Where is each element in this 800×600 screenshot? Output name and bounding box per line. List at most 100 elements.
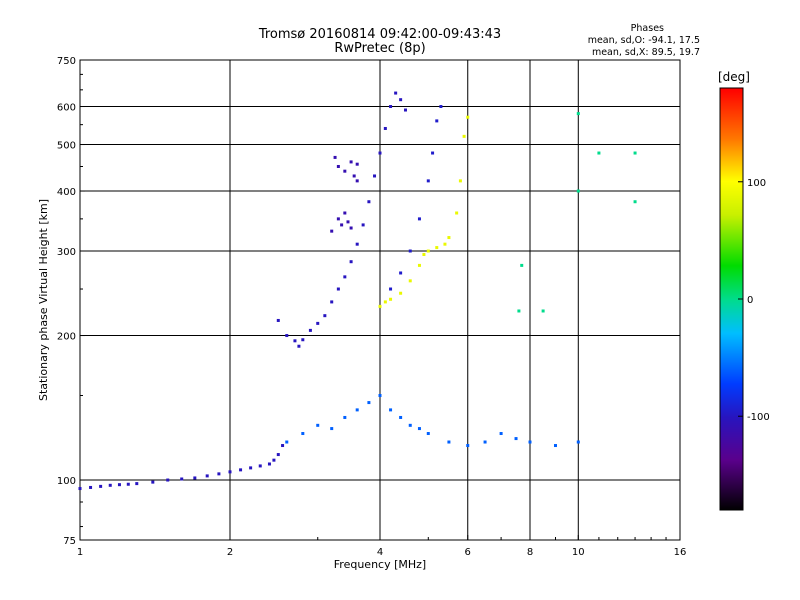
data-point <box>417 263 421 267</box>
data-point <box>389 297 393 301</box>
colorbar-band <box>720 422 743 424</box>
colorbar-band <box>720 241 743 243</box>
data-point <box>346 220 350 224</box>
data-point <box>447 236 451 240</box>
data-point <box>272 458 276 462</box>
colorbar-band <box>720 492 743 494</box>
colorbar-band <box>720 96 743 98</box>
colorbar-band <box>720 489 743 491</box>
colorbar-band <box>720 482 743 484</box>
colorbar-band <box>720 264 743 266</box>
colorbar-band <box>720 353 743 355</box>
data-point <box>249 466 253 470</box>
colorbar-band <box>720 133 743 135</box>
data-point <box>281 444 285 448</box>
colorbar-band <box>720 131 743 133</box>
data-point <box>447 440 451 444</box>
data-point <box>455 211 459 215</box>
data-point <box>422 253 426 257</box>
colorbar-band <box>720 88 743 90</box>
colorbar-band <box>720 126 743 128</box>
colorbar-band <box>720 101 743 103</box>
data-point <box>361 223 365 227</box>
colorbar-band <box>720 328 743 330</box>
colorbar-band <box>720 226 743 228</box>
colorbar-band <box>720 384 743 386</box>
colorbar-band <box>720 233 743 235</box>
colorbar-band <box>720 109 743 111</box>
colorbar-band <box>720 116 743 118</box>
colorbar-band <box>720 239 743 241</box>
colorbar-band <box>720 178 743 180</box>
colorbar-band <box>720 260 743 262</box>
data-point <box>483 440 487 444</box>
data-point <box>520 263 524 267</box>
colorbar-band <box>720 253 743 255</box>
colorbar-band <box>720 312 743 314</box>
colorbar-band <box>720 145 743 147</box>
colorbar-band <box>720 436 743 438</box>
data-point <box>389 105 393 109</box>
colorbar-band <box>720 291 743 293</box>
colorbar-band <box>720 120 743 122</box>
data-point <box>297 344 301 348</box>
y-axis-label: Stationary phase Virtual Height [km] <box>37 199 50 401</box>
colorbar-band <box>720 255 743 257</box>
colorbar-band <box>720 205 743 207</box>
colorbar-band <box>720 494 743 496</box>
colorbar-band <box>720 234 743 236</box>
colorbar-band <box>720 309 743 311</box>
colorbar-band <box>720 430 743 432</box>
data-point <box>408 423 412 427</box>
colorbar-band <box>720 374 743 376</box>
data-point <box>352 174 356 178</box>
colorbar-band <box>720 406 743 408</box>
colorbar-band <box>720 258 743 260</box>
data-point <box>514 437 518 441</box>
colorbar-band <box>720 297 743 299</box>
colorbar-band <box>720 414 743 416</box>
data-point <box>389 287 393 291</box>
colorbar-band <box>720 261 743 263</box>
colorbar-band <box>720 132 743 134</box>
colorbar-band <box>720 451 743 453</box>
data-point <box>576 440 580 444</box>
colorbar-band <box>720 186 743 188</box>
data-point <box>355 179 359 183</box>
data-point <box>399 271 403 275</box>
colorbar-band <box>720 455 743 457</box>
colorbar-band <box>720 419 743 421</box>
colorbar-band <box>720 356 743 358</box>
colorbar-band <box>720 337 743 339</box>
colorbar-band <box>720 316 743 318</box>
colorbar-band <box>720 471 743 473</box>
colorbar-band <box>720 100 743 102</box>
colorbar-band <box>720 268 743 270</box>
data-point <box>217 472 221 476</box>
colorbar-band <box>720 426 743 428</box>
colorbar-band <box>720 421 743 423</box>
colorbar-band <box>720 287 743 289</box>
colorbar-band <box>720 362 743 364</box>
data-point <box>285 334 289 338</box>
colorbar-band <box>720 320 743 322</box>
colorbar-band <box>720 381 743 383</box>
colorbar-band <box>720 361 743 363</box>
colorbar-band <box>720 254 743 256</box>
colorbar-band <box>720 140 743 142</box>
colorbar-band <box>720 172 743 174</box>
colorbar-band <box>720 341 743 343</box>
colorbar-band <box>720 393 743 395</box>
data-point <box>367 401 371 405</box>
colorbar-band <box>720 150 743 152</box>
colorbar-band <box>720 477 743 479</box>
data-point <box>517 309 521 313</box>
colorbar-band <box>720 153 743 155</box>
colorbar-band <box>720 488 743 490</box>
colorbar-band <box>720 107 743 109</box>
colorbar-band <box>720 97 743 99</box>
colorbar-band <box>720 252 743 254</box>
colorbar-band <box>720 439 743 441</box>
colorbar-band <box>720 244 743 246</box>
